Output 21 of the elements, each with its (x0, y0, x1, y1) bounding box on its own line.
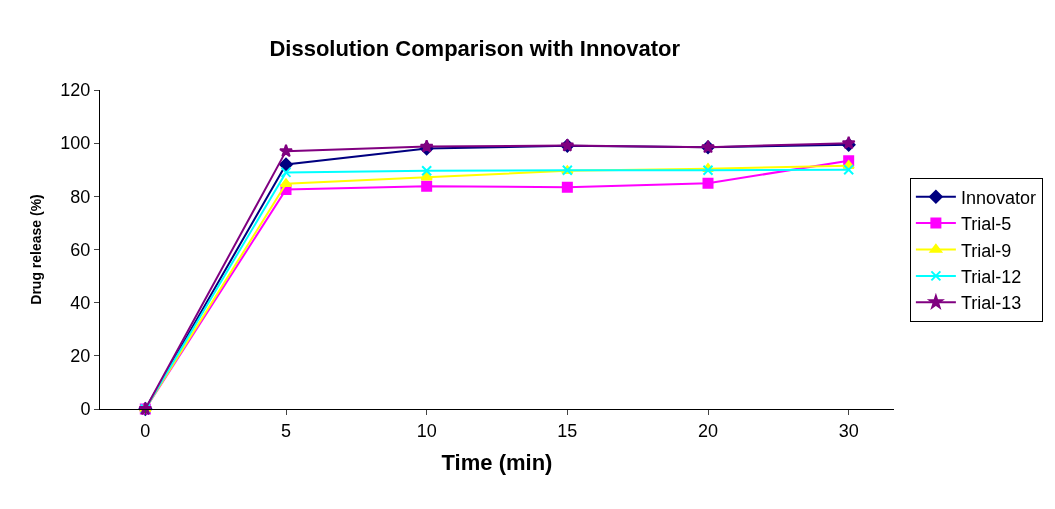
x-tick-label: 20 (697, 420, 719, 441)
x-tick-label: 5 (280, 420, 292, 441)
legend-label: Innovator (960, 187, 1036, 208)
x-tick-label: 0 (140, 420, 151, 441)
y-axis-title: Drug release (%) (27, 194, 44, 305)
y-tick-label: 60 (70, 239, 91, 260)
x-tick-label: 30 (838, 420, 859, 441)
y-tick-label: 80 (70, 186, 91, 207)
legend-label: Trial-5 (960, 214, 1012, 235)
y-tick-label: 20 (70, 346, 91, 367)
y-tick-label: 100 (60, 133, 91, 154)
x-tick-label: 10 (416, 420, 437, 441)
y-tick-label: 0 (80, 399, 91, 420)
x-tick-label: 15 (557, 420, 578, 441)
legend-label: Trial-9 (960, 240, 1012, 261)
chart-title: Dissolution Comparison with Innovator (269, 36, 681, 62)
legend-label: Trial-13 (960, 293, 1022, 314)
legend-label: Trial-12 (960, 266, 1022, 287)
x-axis-title: Time (min) (441, 450, 553, 476)
y-tick-label: 120 (60, 80, 91, 101)
y-tick-label: 40 (70, 292, 91, 313)
